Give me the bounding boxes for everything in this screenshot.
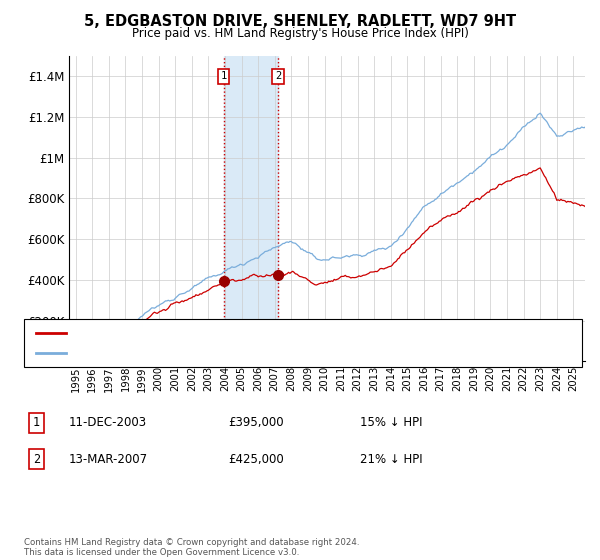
Text: 15% ↓ HPI: 15% ↓ HPI <box>360 416 422 430</box>
Bar <box>224 56 278 361</box>
Text: 2: 2 <box>275 71 281 81</box>
Text: £425,000: £425,000 <box>228 452 284 466</box>
Text: 11-DEC-2003: 11-DEC-2003 <box>69 416 147 430</box>
Text: 5, EDGBASTON DRIVE, SHENLEY, RADLETT, WD7 9HT: 5, EDGBASTON DRIVE, SHENLEY, RADLETT, WD… <box>84 14 516 29</box>
Text: 1: 1 <box>33 416 40 430</box>
Text: 13-MAR-2007: 13-MAR-2007 <box>69 452 148 466</box>
Text: 21% ↓ HPI: 21% ↓ HPI <box>360 452 422 466</box>
Text: Contains HM Land Registry data © Crown copyright and database right 2024.
This d: Contains HM Land Registry data © Crown c… <box>24 538 359 557</box>
Text: 1: 1 <box>221 71 227 81</box>
Text: 5, EDGBASTON DRIVE, SHENLEY, RADLETT, WD7 9HT (detached house): 5, EDGBASTON DRIVE, SHENLEY, RADLETT, WD… <box>72 328 443 338</box>
Text: HPI: Average price, detached house, Hertsmere: HPI: Average price, detached house, Hert… <box>72 348 320 358</box>
Text: Price paid vs. HM Land Registry's House Price Index (HPI): Price paid vs. HM Land Registry's House … <box>131 27 469 40</box>
Text: 2: 2 <box>33 452 40 466</box>
Text: £395,000: £395,000 <box>228 416 284 430</box>
